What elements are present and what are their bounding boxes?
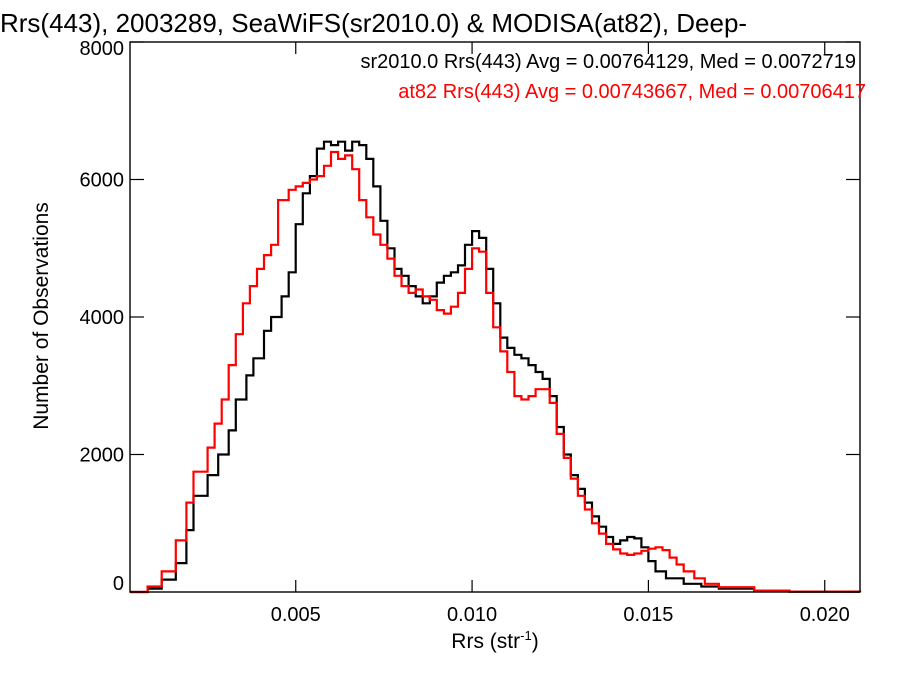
x-axis-label: Rrs (str-1) xyxy=(451,628,538,653)
series-line-sr2010 xyxy=(130,140,862,594)
chart-title: Rrs(443), 2003289, SeaWiFS(sr2010.0) & M… xyxy=(0,8,747,38)
y-tick-label: 8000 xyxy=(80,38,125,60)
y-axis-label: Number of Observations xyxy=(30,202,53,430)
tick-layer: 0.005 0.010 0.015 0.020 0 2000 4000 6000 8000 xyxy=(80,38,860,626)
x-tick-label: 0.015 xyxy=(623,604,673,626)
series-line-at82 xyxy=(130,150,862,594)
y-tick-label: 2000 xyxy=(80,445,125,467)
x-tick-label: 0.020 xyxy=(800,604,850,626)
x-axis-label-superscript: -1 xyxy=(520,628,532,643)
x-axis-label-main: Rrs (str xyxy=(451,630,520,653)
x-axis-label-end: ) xyxy=(532,630,539,653)
y-tick-label: 4000 xyxy=(80,307,125,329)
legend-entry-1: sr2010.0 Rrs(443) Avg = 0.00764129, Med … xyxy=(360,51,856,73)
x-tick-label: 0.005 xyxy=(271,604,321,626)
legend-entry-2: at82 Rrs(443) Avg = 0.00743667, Med = 0.… xyxy=(398,81,866,103)
y-tick-label: 6000 xyxy=(80,170,125,192)
plot-frame xyxy=(129,41,861,593)
series-layer xyxy=(130,140,862,594)
y-tick-label: 0 xyxy=(113,573,124,595)
x-tick-label: 0.010 xyxy=(447,604,497,626)
